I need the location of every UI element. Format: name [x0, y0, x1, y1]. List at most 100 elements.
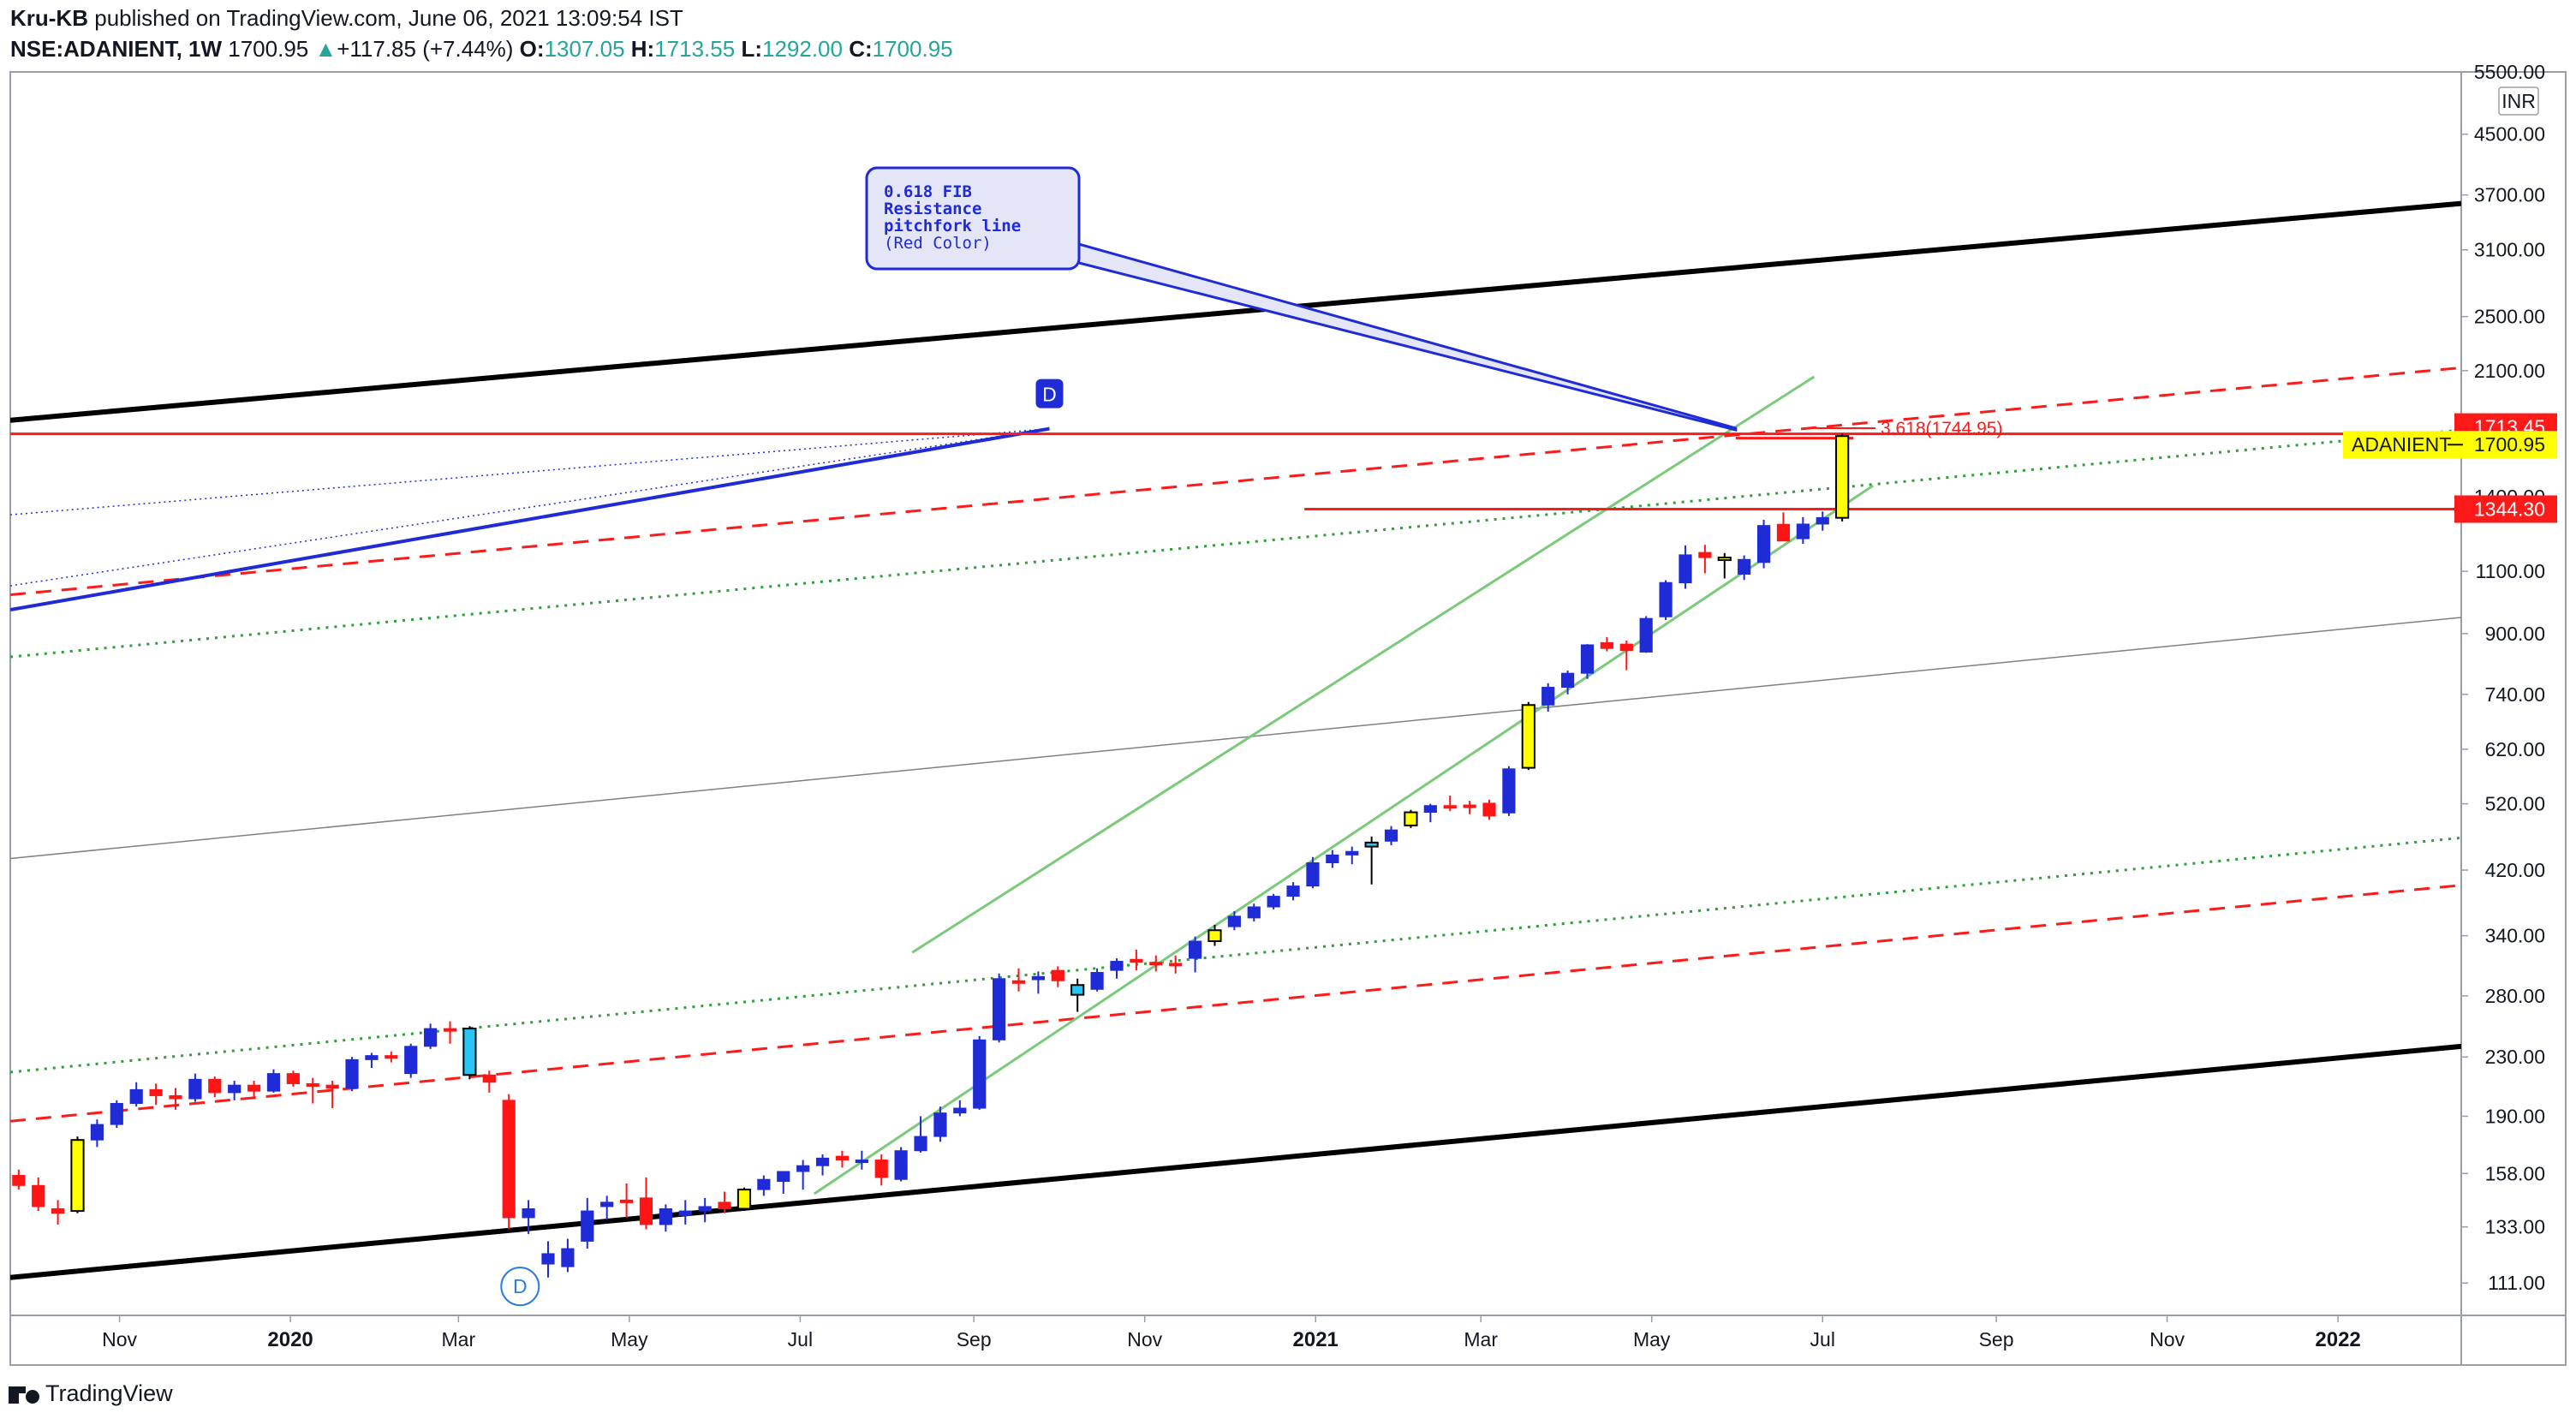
candle-body: [1345, 850, 1359, 856]
blue-pitchfork-line: [10, 426, 1050, 611]
candle-body: [1717, 557, 1732, 562]
candle-body: [659, 1208, 672, 1225]
price-tick-label: 620.00: [2485, 738, 2545, 760]
callout-note-line: 0.618 FIB: [884, 182, 972, 201]
price-tick-label: 133.00: [2485, 1216, 2545, 1238]
candle-body: [1502, 768, 1516, 814]
candle-body: [581, 1210, 594, 1242]
candle-body: [600, 1201, 614, 1207]
candle-body: [777, 1171, 790, 1183]
open-value: 1307.05: [544, 36, 625, 62]
ohlc-line: NSE:ADANIENT, 1W 1700.95 ▲+117.85 (+7.44…: [10, 36, 953, 63]
candle-body: [894, 1150, 908, 1180]
time-tick-label: Jul: [1810, 1328, 1835, 1350]
price-tick-label: 340.00: [2485, 925, 2545, 947]
candle-body: [32, 1184, 45, 1207]
candle-body: [443, 1028, 457, 1032]
time-tick-label: Mar: [1464, 1328, 1498, 1350]
callout-note-line: Resistance: [884, 200, 981, 218]
candle-body: [914, 1136, 927, 1152]
candle-body: [424, 1028, 438, 1047]
candle-body: [306, 1082, 319, 1087]
candle-body: [993, 978, 1006, 1040]
candle-body: [1816, 516, 1829, 525]
candle-body: [1011, 980, 1026, 984]
price-tick-label: 5500.00: [2474, 61, 2545, 83]
candle-body: [482, 1074, 496, 1083]
publisher-line: Kru-KB published on TradingView.com, Jun…: [10, 5, 683, 32]
open-label: O:: [519, 36, 545, 62]
candle-body: [1698, 552, 1712, 558]
time-tick-label: May: [1633, 1328, 1671, 1350]
price-label-red-text: 1344.30: [2474, 498, 2545, 520]
close-label: C:: [849, 36, 873, 62]
tradingview-logo[interactable]: TradingView: [9, 1380, 173, 1407]
candle-body: [1756, 525, 1771, 563]
time-tick-label: May: [611, 1328, 648, 1350]
candle-body: [1384, 829, 1398, 842]
close-value: 1700.95: [872, 36, 953, 62]
candle-body: [110, 1102, 123, 1125]
pitchfork-lower-line: [10, 1043, 2461, 1280]
candle-body: [1110, 961, 1124, 971]
pitchfork-upper-line: [10, 200, 2461, 423]
price-tick-label: 520.00: [2485, 793, 2545, 815]
plot-area[interactable]: [10, 200, 2461, 1280]
candle-body: [70, 1139, 85, 1213]
price-label-symbol: ADANIENT: [2352, 433, 2451, 456]
price-change: +117.85 (+7.44%): [337, 36, 514, 62]
time-tick-label: Nov: [2150, 1328, 2185, 1350]
author-name[interactable]: Kru-KB: [10, 5, 88, 31]
green-channel-lower-line: [813, 484, 1874, 1195]
fib-extension-label: 3.618(1744.95): [1881, 419, 2002, 438]
price-tick-label: 4500.00: [2474, 123, 2545, 146]
candle-body: [404, 1046, 418, 1075]
candle-body: [169, 1094, 182, 1100]
candle-body: [90, 1124, 104, 1141]
price-tick-label: 3700.00: [2474, 184, 2545, 206]
candle-body: [1580, 644, 1595, 674]
candle-body: [933, 1112, 947, 1137]
candle-body: [835, 1155, 850, 1161]
price-label-value: 1700.95: [2474, 433, 2545, 456]
fib-green-lower-line: [10, 836, 2461, 1074]
candle-body: [1051, 969, 1064, 981]
price-tick-label: 3100.00: [2474, 239, 2545, 261]
candle-body: [1364, 841, 1379, 848]
blue-dotted-line: [10, 427, 1050, 587]
candle-body: [502, 1100, 516, 1219]
candle-body: [973, 1039, 987, 1109]
pitchfork-median-line: [10, 617, 2461, 860]
symbol-interval[interactable]: NSE:ADANIENT, 1W: [10, 36, 223, 62]
candle-body: [1188, 940, 1202, 959]
time-axis[interactable]: Nov 2020 Mar May Jul Sep Nov 2021 Mar May Jul Sep No…: [102, 1315, 2361, 1351]
currency-badge[interactable]: INR: [2498, 86, 2539, 116]
candle-body: [522, 1208, 535, 1219]
candle-body: [462, 1028, 477, 1076]
fib-green-upper-line: [10, 428, 2461, 659]
high-value: 1713.55: [654, 36, 736, 62]
candle-body: [129, 1088, 143, 1104]
candle-body: [541, 1253, 555, 1265]
candle-body: [1776, 523, 1791, 542]
candle-body: [286, 1073, 300, 1084]
candle-body: [1463, 804, 1476, 808]
candle-body: [1521, 704, 1535, 769]
price-axis[interactable]: 111.00 133.00 158.00 190.00 230.00 280.00 340.…: [2461, 61, 2545, 1294]
candle-body: [149, 1088, 163, 1096]
pivot-label-bottom: D: [513, 1275, 528, 1297]
candle-body: [678, 1210, 692, 1216]
tradingview-brand: TradingView: [45, 1380, 173, 1406]
blue-dotted-line: [10, 427, 1050, 516]
candle-body: [1482, 802, 1496, 817]
time-tick-label: Sep: [1979, 1328, 2014, 1350]
candle-body: [1130, 958, 1143, 963]
candle-body: [1639, 617, 1653, 653]
last-price: 1700.95: [228, 36, 309, 62]
pivot-label-top-box: [1035, 379, 1064, 408]
callout-pointer: [1074, 241, 1738, 432]
candle-body: [1306, 862, 1320, 887]
candle-body: [1169, 963, 1183, 967]
